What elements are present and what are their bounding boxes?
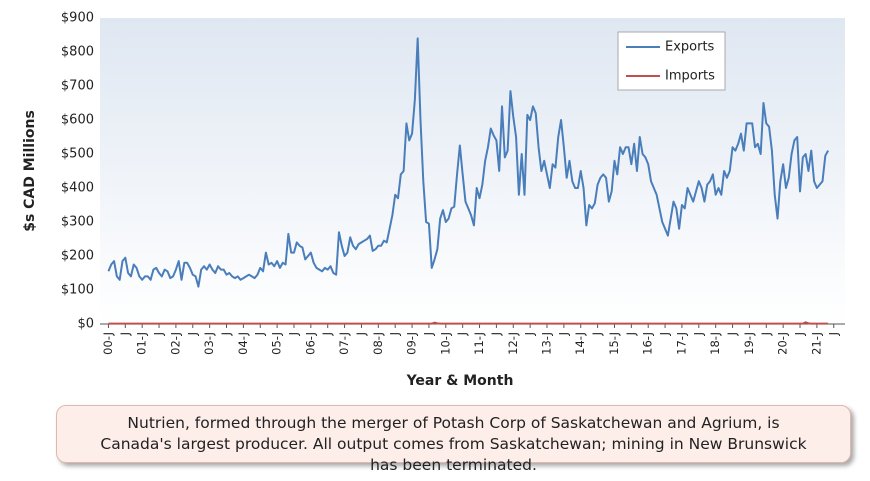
- series-line: [108, 321, 829, 325]
- series-line: [107, 37, 830, 288]
- x-tick-label: 20-J: [776, 332, 790, 355]
- x-tick-label: J: [320, 332, 334, 336]
- x-tick-label: J: [590, 332, 604, 336]
- x-tick-label: J: [826, 332, 840, 336]
- x-tick-label: 09-J: [405, 332, 419, 355]
- x-tick-label: 21-J: [809, 332, 823, 355]
- x-tick-label: 10-J: [438, 332, 452, 355]
- x-tick-label: 16-J: [641, 332, 655, 355]
- x-tick-label: J: [354, 332, 368, 336]
- x-tick-label: 11-J: [472, 332, 486, 355]
- y-tick-label: $100: [61, 283, 94, 298]
- y-axis-title: $s CAD Millions: [22, 110, 38, 232]
- x-tick-label: 00-J: [101, 332, 115, 355]
- x-tick-label: J: [118, 332, 132, 336]
- x-tick-label: 08-J: [371, 332, 385, 355]
- y-tick-label: $800: [61, 45, 94, 60]
- x-tick-label: J: [725, 332, 739, 336]
- x-tick-label: 02-J: [168, 332, 182, 355]
- x-tick-label: 13-J: [540, 332, 554, 355]
- x-tick-label: 15-J: [607, 332, 621, 355]
- y-tick-label: $0: [77, 317, 94, 332]
- x-tick-label: J: [691, 332, 705, 336]
- legend-label: Exports: [665, 40, 715, 55]
- y-tick-label: $600: [61, 113, 94, 128]
- y-tick-label: $500: [61, 147, 94, 162]
- x-tick-label: J: [388, 332, 402, 336]
- x-tick-label: J: [152, 332, 166, 336]
- y-tick-label: $400: [61, 181, 94, 196]
- x-axis-title: Year & Month: [406, 373, 514, 389]
- x-tick-label: J: [185, 332, 199, 336]
- y-tick-label: $900: [61, 11, 94, 26]
- note: Nutrien, formed through the merger of Po…: [56, 405, 851, 474]
- x-tick-label: J: [624, 332, 638, 336]
- x-tick-label: 05-J: [270, 332, 284, 355]
- x-tick-label: J: [286, 332, 300, 336]
- x-tick-label: J: [759, 332, 773, 336]
- y-tick-label: $700: [61, 79, 94, 94]
- x-tick-label: J: [253, 332, 267, 336]
- x-tick-label: J: [658, 332, 672, 336]
- x-tick-label: 12-J: [506, 332, 520, 355]
- x-tick-label: J: [523, 332, 537, 336]
- x-tick-label: 18-J: [708, 332, 722, 355]
- x-tick-label: J: [219, 332, 233, 336]
- x-tick-label: 03-J: [202, 332, 216, 355]
- legend-label: Imports: [665, 69, 715, 84]
- x-tick-label: 07-J: [337, 332, 351, 355]
- x-tick-label: J: [793, 332, 807, 336]
- x-tick-label: 17-J: [674, 332, 688, 355]
- y-tick-label: $200: [61, 249, 94, 264]
- x-tick-label: J: [489, 332, 503, 336]
- x-tick-label: 01-J: [135, 332, 149, 355]
- x-tick-label: 14-J: [573, 332, 587, 355]
- chart: $s CAD Millions Year & Month $0 $100 $200 $…: [22, 11, 845, 389]
- x-tick-label: J: [421, 332, 435, 336]
- x-tick-label: 19-J: [742, 332, 756, 355]
- x-tick-label: 06-J: [303, 332, 317, 355]
- x-tick-label: J: [556, 332, 570, 336]
- y-tick-label: $300: [61, 215, 94, 230]
- legend: [617, 31, 726, 91]
- plot-area: [100, 18, 845, 324]
- x-tick-label: J: [455, 332, 469, 336]
- x-tick-label: 04-J: [236, 332, 250, 355]
